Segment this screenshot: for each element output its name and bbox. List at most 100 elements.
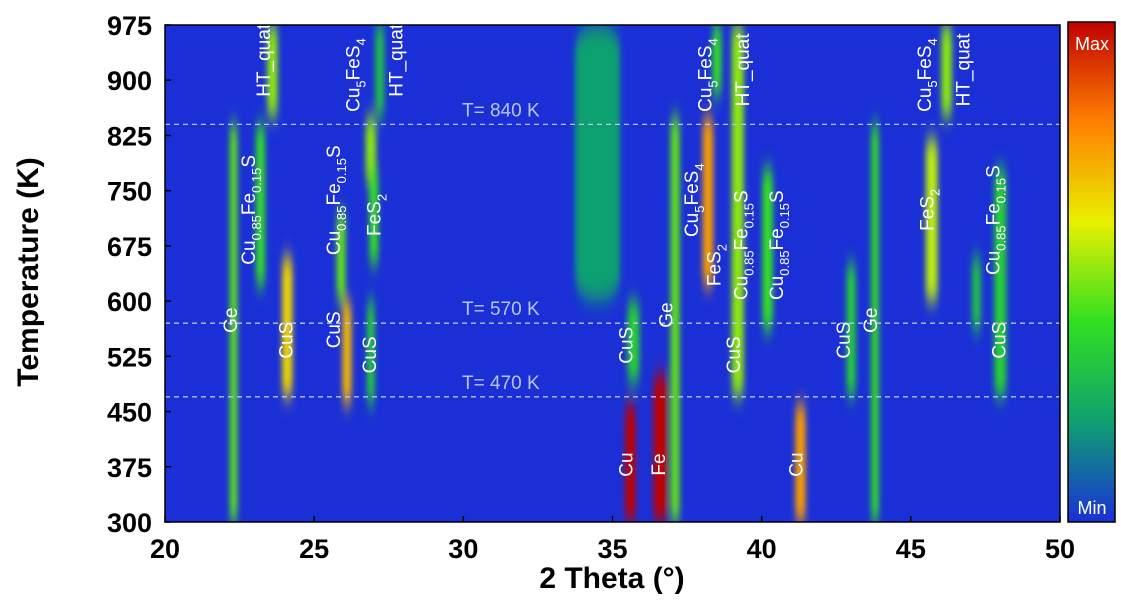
y-tick-label: 525 bbox=[107, 342, 152, 372]
peak-label: Ge bbox=[861, 308, 882, 333]
label-part: S bbox=[239, 155, 260, 168]
peak-label: Cu5FeS4 bbox=[343, 38, 368, 112]
label-part: Cu bbox=[767, 276, 788, 300]
peak bbox=[941, 25, 952, 118]
peak bbox=[731, 25, 744, 397]
label-part: 0.15 bbox=[741, 203, 756, 228]
peak-label: Cu0.85Fe0.15S bbox=[731, 190, 756, 300]
label-part: Ge bbox=[221, 308, 242, 333]
peak-label: Cu0.85Fe0.15S bbox=[767, 190, 792, 300]
label-part: Fe bbox=[324, 183, 345, 205]
peak-label: Fe bbox=[649, 453, 670, 475]
label-part: 4 bbox=[692, 163, 707, 170]
peak-label: HT_quat bbox=[387, 23, 408, 97]
x-tick-label: 45 bbox=[896, 534, 926, 564]
y-axis-title: Temperature (K) bbox=[12, 157, 45, 386]
peak bbox=[336, 212, 346, 302]
y-tick-label: 825 bbox=[107, 121, 152, 151]
label-part: Cu bbox=[983, 251, 1004, 275]
peak-label: CuS bbox=[360, 336, 381, 373]
peak bbox=[229, 124, 238, 522]
label-part: 0.85 bbox=[334, 206, 349, 231]
y-tick-label: 375 bbox=[107, 453, 152, 483]
label-part: 0.15 bbox=[249, 168, 264, 193]
peak bbox=[255, 124, 265, 287]
peak-label: HT_quat bbox=[733, 33, 754, 107]
reference-label: T= 840 K bbox=[462, 100, 540, 121]
peak bbox=[670, 117, 680, 522]
y-tick-label: 900 bbox=[107, 66, 152, 96]
label-part: Cu bbox=[915, 88, 936, 112]
label-part: HT_quat bbox=[954, 33, 975, 107]
label-part: Cu bbox=[695, 88, 716, 112]
reference-label: T= 470 K bbox=[462, 373, 540, 394]
label-part: 2 bbox=[714, 244, 729, 251]
label-part: FeS bbox=[915, 45, 936, 80]
label-part: CuS bbox=[724, 336, 745, 373]
label-part: 5 bbox=[925, 80, 940, 87]
label-part: 2 bbox=[374, 194, 389, 201]
label-part: Ge bbox=[657, 302, 678, 327]
label-part: FeS bbox=[364, 201, 385, 236]
label-part: CuS bbox=[616, 327, 637, 364]
peak-label: FeS2 bbox=[918, 189, 943, 231]
peak-label: CuS bbox=[834, 322, 855, 359]
label-part: S bbox=[731, 190, 752, 203]
peak bbox=[625, 404, 636, 522]
label-part: Fe bbox=[239, 193, 260, 215]
peak-label: HT_quat bbox=[954, 33, 975, 107]
label-part: 5 bbox=[353, 80, 368, 87]
label-part: CuS bbox=[360, 336, 381, 373]
x-tick-label: 35 bbox=[597, 534, 627, 564]
peak bbox=[375, 25, 385, 118]
peaks bbox=[229, 25, 1007, 522]
peak-label: Cu bbox=[616, 452, 637, 476]
label-part: 4 bbox=[705, 38, 720, 45]
label-part: Cu bbox=[786, 452, 807, 476]
peak-label: Cu5FeS4 bbox=[682, 163, 707, 237]
label-part: HT_quat bbox=[733, 33, 754, 107]
label-part: FeS bbox=[918, 196, 939, 231]
label-part: 0.85 bbox=[249, 215, 264, 240]
label-part: CuS bbox=[989, 322, 1010, 359]
label-part: 0.15 bbox=[777, 203, 792, 228]
y-tick-label: 975 bbox=[107, 11, 152, 41]
y-tick-label: 600 bbox=[107, 287, 152, 317]
colorbar bbox=[1067, 21, 1116, 523]
peak-label: CuS bbox=[616, 327, 637, 364]
label-part: 0.15 bbox=[993, 178, 1008, 203]
y-tick-label: 300 bbox=[107, 508, 152, 538]
label-part: Fe bbox=[767, 228, 788, 250]
label-part: 5 bbox=[705, 80, 720, 87]
peak bbox=[762, 168, 773, 331]
label-part: FeS bbox=[695, 45, 716, 80]
label-part: Fe bbox=[731, 228, 752, 250]
label-part: Cu bbox=[682, 213, 703, 237]
peak bbox=[627, 301, 640, 383]
label-part: 4 bbox=[353, 38, 368, 45]
x-axis-title: 2 Theta (°) bbox=[539, 562, 684, 595]
label-part: S bbox=[983, 165, 1004, 178]
x-tick-label: 20 bbox=[150, 534, 180, 564]
peak bbox=[653, 374, 667, 522]
label-part: HT_quat bbox=[254, 23, 275, 97]
label-part: CuS bbox=[834, 322, 855, 359]
peak-label: FeS2 bbox=[704, 244, 729, 286]
peak bbox=[575, 25, 620, 302]
label-part: CuS bbox=[324, 311, 345, 348]
peak bbox=[367, 301, 375, 405]
peak bbox=[871, 124, 879, 522]
y-tick-label: 675 bbox=[107, 232, 152, 262]
peak bbox=[846, 264, 856, 397]
label-part: 2 bbox=[928, 189, 943, 196]
peak bbox=[342, 301, 352, 405]
peak-label: HT_quat bbox=[254, 23, 275, 97]
x-tick-label: 25 bbox=[299, 534, 329, 564]
label-part: FeS bbox=[682, 171, 703, 206]
colorbar-min-label: Min bbox=[1077, 498, 1106, 518]
label-part: Ge bbox=[861, 308, 882, 333]
peak bbox=[369, 168, 379, 265]
label-part: 4 bbox=[925, 38, 940, 45]
label-part: S bbox=[324, 145, 345, 158]
